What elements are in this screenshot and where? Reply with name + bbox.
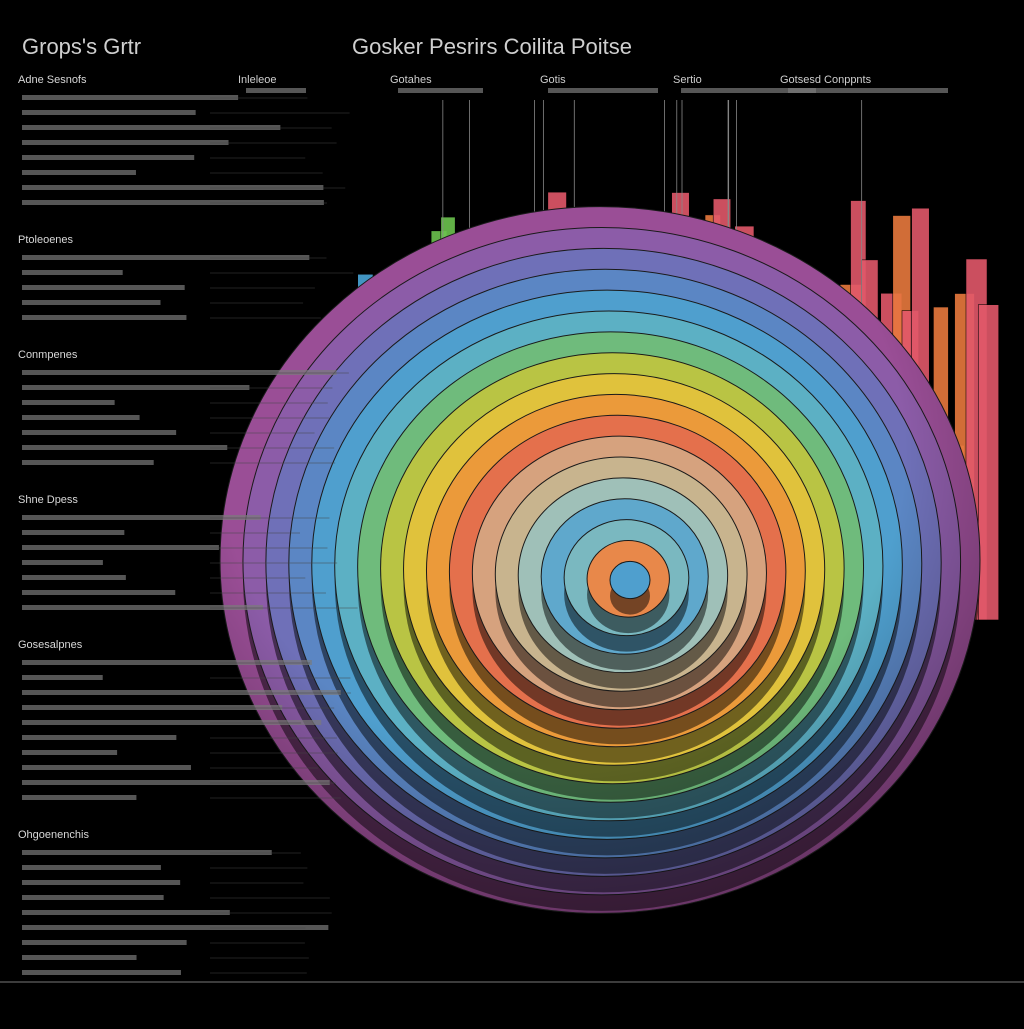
text-placeholder	[22, 140, 229, 145]
column-header: Sertio	[673, 74, 702, 86]
section-title: Shne Dpess	[18, 494, 78, 506]
text-placeholder	[22, 185, 324, 190]
text-placeholder	[22, 415, 140, 420]
text-placeholder	[22, 460, 154, 465]
column-header: Gotis	[540, 74, 566, 86]
text-placeholder	[22, 300, 161, 305]
spiral-disk	[219, 206, 981, 930]
text-placeholder	[22, 735, 177, 740]
text-placeholder	[22, 765, 191, 770]
text-placeholder	[22, 970, 181, 975]
text-placeholder	[22, 200, 324, 205]
text-placeholder	[246, 88, 306, 93]
text-placeholder	[22, 660, 312, 665]
text-placeholder	[22, 925, 329, 930]
page-title: Grops's Grtr	[22, 34, 141, 59]
section-title: Ohgoenenchis	[18, 829, 89, 841]
text-placeholder	[22, 955, 137, 960]
column-header: Inleleoe	[238, 74, 277, 86]
text-placeholder	[22, 690, 341, 695]
text-placeholder	[22, 590, 176, 595]
text-placeholder	[22, 560, 103, 565]
text-placeholder	[22, 850, 272, 855]
text-placeholder	[22, 95, 239, 100]
text-placeholder	[22, 255, 310, 260]
column-headers: Inleleoe Gotahes Gotis Sertio Gotsesd Conppn…	[238, 74, 948, 93]
section-title: Conmpenes	[18, 349, 78, 361]
text-placeholder	[22, 940, 187, 945]
text-placeholder	[22, 675, 103, 680]
text-placeholder	[22, 545, 219, 550]
text-placeholder	[22, 750, 118, 755]
text-placeholder	[22, 430, 177, 435]
text-placeholder	[22, 285, 185, 290]
column-header: Gotahes	[390, 74, 432, 86]
text-placeholder	[22, 795, 137, 800]
text-placeholder	[22, 515, 261, 520]
text-placeholder	[548, 88, 658, 93]
text-placeholder	[22, 880, 181, 885]
column-header: Gotsesd Conppnts	[780, 74, 872, 86]
section-title: Ptoleoenes	[18, 234, 74, 246]
section-title: Gosesalpnes	[18, 639, 83, 651]
text-placeholder	[788, 88, 948, 93]
text-placeholder	[22, 530, 125, 535]
text-placeholder	[22, 910, 230, 915]
text-placeholder	[22, 400, 115, 405]
page-subtitle: Gosker Pesrirs Coilita Poitse	[352, 34, 632, 59]
text-placeholder	[22, 895, 164, 900]
ring-shade	[220, 207, 980, 913]
text-placeholder	[22, 370, 337, 375]
sidebar: Adne Sesnofs Ptoleoenes Conmpenes Shne Dpes…	[18, 74, 358, 975]
text-placeholder	[22, 445, 228, 450]
decor-bar	[977, 304, 1000, 621]
text-placeholder	[398, 88, 483, 93]
text-placeholder	[22, 605, 263, 610]
text-placeholder	[22, 170, 136, 175]
text-placeholder	[22, 705, 283, 710]
text-placeholder	[22, 125, 281, 130]
text-placeholder	[22, 385, 250, 390]
text-placeholder	[22, 780, 330, 785]
text-placeholder	[681, 88, 816, 93]
text-placeholder	[22, 270, 123, 275]
text-placeholder	[22, 315, 187, 320]
text-placeholder	[22, 110, 196, 115]
text-placeholder	[22, 155, 195, 160]
text-placeholder	[22, 865, 161, 870]
text-placeholder	[22, 720, 322, 725]
section-title: Adne Sesnofs	[18, 74, 87, 86]
text-placeholder	[22, 575, 126, 580]
